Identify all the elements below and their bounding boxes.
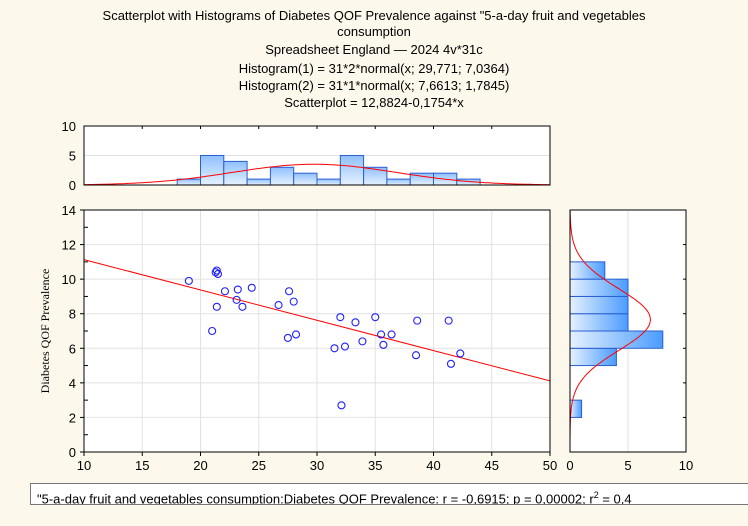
hist1-normal-curve: [84, 163, 551, 186]
hist1-bar: [339, 155, 365, 186]
data-point: [213, 269, 223, 279]
x-tick-label: 15: [135, 458, 149, 473]
hist1-bar: [316, 178, 341, 186]
data-point: [291, 330, 301, 339]
x-tick-label: 20: [193, 458, 207, 473]
x-tick-label: 40: [426, 458, 440, 473]
data-point: [371, 313, 380, 322]
data-point: [283, 333, 292, 342]
hist1-bar: [293, 172, 318, 186]
y-tick-label: 8: [69, 307, 76, 322]
y-tick-label: 14: [62, 203, 76, 218]
hist1-y-tick-label: 0: [69, 178, 76, 193]
data-point: [351, 318, 360, 327]
data-point: [446, 359, 456, 368]
data-point: [413, 316, 422, 325]
regression-line: [83, 259, 551, 382]
hist1-equation: Histogram(1) = 31*2*normal(x; 29,771; 7,…: [238, 61, 510, 76]
hist2-bar: [569, 313, 629, 332]
hist1-bar: [269, 166, 295, 186]
data-point: [208, 326, 217, 336]
correlation-legend: "5-a-day fruit and vegetables consumptio…: [30, 483, 748, 505]
data-point: [211, 268, 220, 277]
data-point: [330, 344, 339, 353]
top-hist-frame: [83, 125, 551, 186]
data-point: [289, 297, 298, 306]
data-point: [274, 301, 283, 310]
y-tick-label: 4: [69, 376, 76, 391]
hist2-bar: [569, 330, 664, 349]
data-point: [232, 295, 241, 304]
hist2-bar: [569, 295, 629, 315]
y-axis-label: Diabetes QOF Prevalence: [38, 269, 52, 394]
data-point: [377, 330, 386, 339]
x-tick-label: 25: [252, 458, 266, 473]
x-tick-label: 10: [77, 458, 91, 473]
y-tick-label: 2: [69, 410, 76, 425]
hist2-normal-curve: [569, 210, 651, 452]
legend-sup: 2: [593, 490, 599, 500]
data-point: [387, 330, 396, 339]
data-point: [212, 302, 221, 311]
data-point: [220, 287, 230, 296]
hist1-bar: [200, 155, 225, 186]
x-tick-label: 35: [368, 458, 382, 473]
data-point: [358, 337, 367, 346]
scatter-frame: [83, 209, 551, 453]
legend-tail: = 0,4: [598, 491, 632, 505]
x-tick-label: 45: [485, 458, 499, 473]
y-tick-label: 0: [69, 445, 76, 460]
hist2-x-tick-label: 10: [679, 458, 693, 473]
hist1-bar: [386, 178, 411, 186]
hist1-bar: [246, 178, 271, 186]
data-point: [284, 287, 294, 296]
data-point: [337, 401, 346, 410]
hist2-equation: Histogram(2) = 31*1*normal(x; 7,6613; 1,…: [238, 78, 510, 93]
hist1-y-tick-label: 5: [69, 149, 76, 164]
x-tick-label: 50: [543, 458, 557, 473]
data-point: [444, 316, 453, 325]
data-point: [233, 285, 242, 294]
y-tick-label: 6: [69, 341, 76, 356]
chart-title: Scatterplot with Histograms of Diabetes …: [102, 8, 646, 23]
x-tick-label: 30: [310, 458, 324, 473]
legend-text: "5-a-day fruit and vegetables consumptio…: [37, 491, 594, 505]
data-point: [379, 340, 388, 349]
data-point: [212, 266, 221, 275]
data-point: [336, 313, 345, 322]
y-tick-label: 10: [62, 272, 76, 287]
hist1-y-tick-label: 10: [62, 119, 76, 134]
right-hist-frame: [569, 209, 687, 453]
y-tick-label: 12: [62, 238, 76, 253]
hist2-x-tick-label: 5: [624, 458, 631, 473]
data-point: [411, 351, 421, 360]
data-point: [184, 276, 193, 285]
data-point: [238, 302, 247, 311]
hist2-x-tick-label: 0: [566, 458, 573, 473]
hist2-bar: [569, 278, 629, 297]
data-point: [456, 349, 465, 358]
chart-title-cont: consumption: [337, 24, 411, 39]
data-point: [247, 283, 256, 292]
scatter-equation: Scatterplot = 12,8824-0,1754*x: [284, 95, 464, 110]
data-point: [340, 342, 350, 351]
chart-subtitle: Spreadsheet England — 2024 4v*31c: [265, 42, 483, 57]
